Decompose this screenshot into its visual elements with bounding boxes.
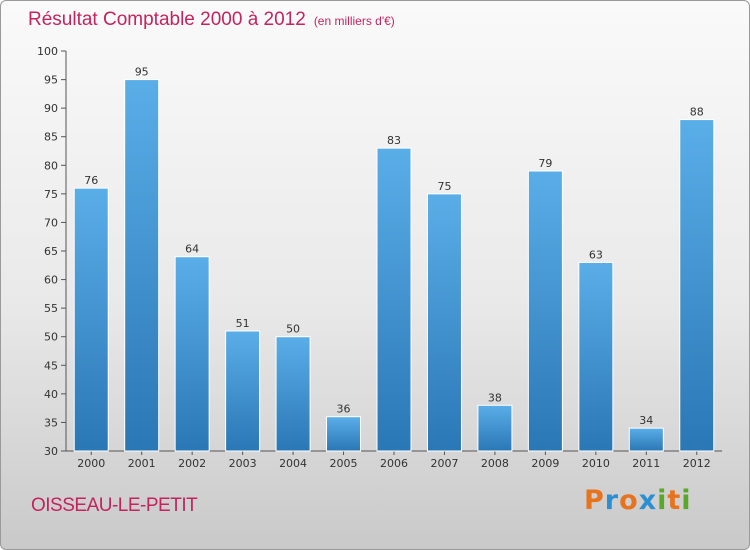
- x-tick-label-2000: 2000: [77, 457, 105, 470]
- y-tick-label: 30: [44, 445, 58, 458]
- bar-value-label-2002: 64: [185, 243, 199, 256]
- labels: 30 35 40 45 50 55 60 65 70 75 80 85 90 95 100 76 2000 95 2…: [37, 45, 711, 470]
- bar-value-label-2004: 50: [286, 323, 300, 336]
- x-tick-label-2007: 2007: [430, 457, 458, 470]
- y-tick-label: 40: [44, 388, 58, 401]
- bar-value-label-2003: 51: [236, 317, 250, 330]
- logo-letter: t: [667, 485, 682, 516]
- bar-value-label-2007: 75: [437, 180, 451, 193]
- bar-value-label-2006: 83: [387, 134, 401, 147]
- logo-letter: i: [657, 485, 668, 516]
- x-tick-label-2004: 2004: [279, 457, 307, 470]
- bar-2012: [679, 119, 715, 452]
- bar-2004: [275, 336, 311, 452]
- logo-letter: r: [604, 485, 620, 516]
- y-tick-label: 80: [44, 159, 58, 172]
- y-tick-label: 50: [44, 331, 58, 344]
- bar-value-label-2009: 79: [538, 157, 552, 170]
- chart-title: Résultat Comptable 2000 à 2012 (en millie…: [28, 9, 395, 31]
- x-tick-label-2002: 2002: [178, 457, 206, 470]
- y-tick-label: 85: [44, 131, 58, 144]
- bar-value-label-2001: 95: [135, 66, 149, 79]
- bar-value-label-2011: 34: [639, 414, 653, 427]
- bar-2006: [376, 147, 412, 452]
- chart-title-text: Résultat Comptable 2000 à 2012: [28, 9, 306, 30]
- y-tick-label: 65: [44, 245, 58, 258]
- chart-subtitle: (en milliers d'€): [313, 14, 395, 28]
- y-tick-label: 55: [44, 302, 58, 315]
- bar-2009: [527, 170, 563, 452]
- x-tick-label-2011: 2011: [632, 457, 660, 470]
- logo-letter: x: [638, 485, 658, 516]
- x-tick-label-2008: 2008: [481, 457, 509, 470]
- bar-2000: [73, 187, 109, 452]
- y-tick-label: 45: [44, 359, 58, 372]
- x-tick-label-2005: 2005: [330, 457, 358, 470]
- x-tick-label-2001: 2001: [128, 457, 156, 470]
- bar-value-label-2008: 38: [488, 391, 502, 404]
- x-tick-label-2010: 2010: [582, 457, 610, 470]
- bar-2011: [628, 427, 664, 452]
- bar-value-label-2000: 76: [84, 174, 98, 187]
- bars: [73, 79, 715, 452]
- bar-2001: [124, 79, 160, 452]
- x-tick-label-2012: 2012: [683, 457, 711, 470]
- bar-value-label-2012: 88: [690, 106, 704, 119]
- bar-2010: [578, 261, 614, 452]
- bar-2002: [174, 256, 210, 452]
- y-tick-label: 35: [44, 416, 58, 429]
- bar-value-label-2010: 63: [589, 248, 603, 261]
- x-tick-label-2003: 2003: [229, 457, 257, 470]
- bar-value-label-2005: 36: [337, 403, 351, 416]
- y-tick-label: 75: [44, 188, 58, 201]
- proxiti-logo: Proxiti: [584, 485, 692, 516]
- bar-2007: [426, 193, 462, 452]
- x-tick-label-2009: 2009: [531, 457, 559, 470]
- logo-letter: i: [681, 485, 692, 516]
- logo-letter: o: [619, 485, 639, 516]
- y-tick-label: 60: [44, 274, 58, 287]
- y-tick-label: 70: [44, 216, 58, 229]
- y-tick-label: 100: [37, 45, 58, 58]
- y-tick-label: 95: [44, 74, 58, 87]
- bar-2008: [477, 404, 513, 452]
- location-name: OISSEAU-LE-PETIT: [31, 495, 198, 516]
- y-tick-label: 90: [44, 102, 58, 115]
- logo-letter: P: [584, 485, 605, 516]
- x-tick-label-2006: 2006: [380, 457, 408, 470]
- bar-2005: [326, 416, 362, 452]
- bar-2003: [225, 330, 261, 452]
